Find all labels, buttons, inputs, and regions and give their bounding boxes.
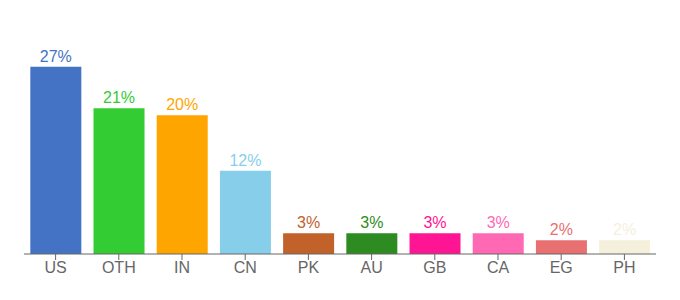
svg-text:2%: 2%: [550, 221, 573, 238]
svg-text:3%: 3%: [360, 214, 383, 231]
svg-text:CN: CN: [234, 259, 257, 276]
svg-text:OTH: OTH: [102, 259, 136, 276]
svg-text:EG: EG: [550, 259, 573, 276]
svg-text:21%: 21%: [103, 89, 135, 106]
svg-text:PH: PH: [613, 259, 635, 276]
svg-text:2%: 2%: [613, 221, 636, 238]
svg-text:3%: 3%: [487, 214, 510, 231]
svg-text:3%: 3%: [423, 214, 446, 231]
svg-text:PK: PK: [298, 259, 320, 276]
svg-text:12%: 12%: [229, 152, 261, 169]
svg-text:27%: 27%: [40, 48, 72, 65]
svg-text:20%: 20%: [166, 96, 198, 113]
svg-text:3%: 3%: [297, 214, 320, 231]
svg-text:IN: IN: [174, 259, 190, 276]
svg-text:AU: AU: [360, 259, 382, 276]
svg-text:CA: CA: [487, 259, 510, 276]
svg-text:US: US: [44, 259, 66, 276]
svg-text:GB: GB: [423, 259, 446, 276]
